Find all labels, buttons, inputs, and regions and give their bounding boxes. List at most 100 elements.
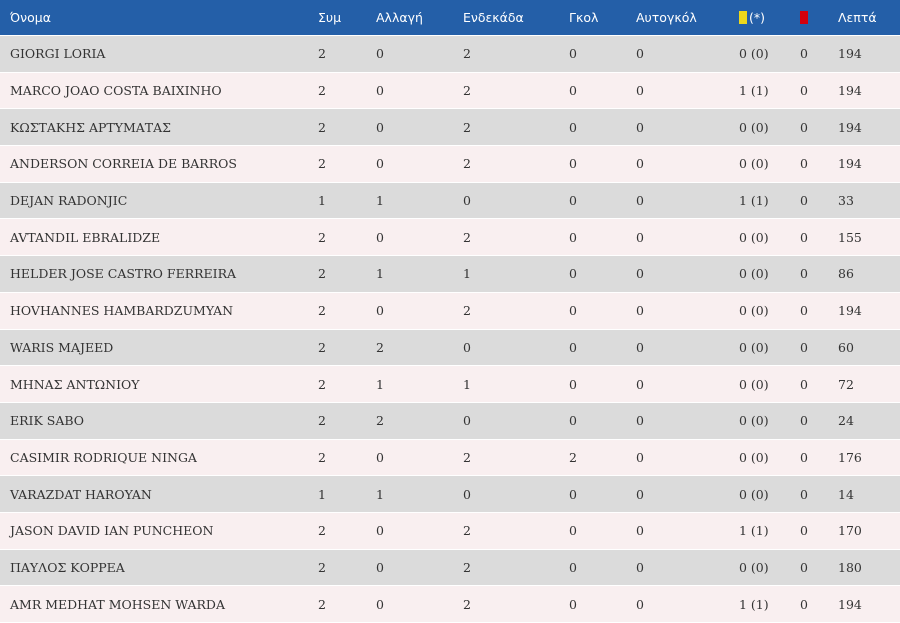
starting-eleven-cell: 2 bbox=[463, 449, 471, 465]
starting-eleven-cell: 2 bbox=[463, 523, 471, 539]
minutes-cell: 194 bbox=[838, 119, 862, 135]
goals-cell: 2 bbox=[569, 449, 577, 465]
col-header-goals[interactable]: Γκολ bbox=[569, 10, 599, 25]
yellow-cards-cell: 0 (0) bbox=[739, 229, 769, 245]
substitute-cell: 1 bbox=[376, 193, 384, 209]
goals-cell: 0 bbox=[569, 339, 577, 355]
player-name-cell: JASON DAVID IAN PUNCHEON bbox=[10, 523, 214, 539]
col-header-own-goals[interactable]: Αυτογκόλ bbox=[636, 10, 697, 25]
red-cards-cell: 0 bbox=[800, 559, 808, 575]
player-name-cell: MARCO JOAO COSTA BAIXINHO bbox=[10, 83, 222, 99]
appearances-cell: 2 bbox=[318, 449, 326, 465]
goals-cell: 0 bbox=[569, 266, 577, 282]
substitute-cell: 0 bbox=[376, 596, 384, 612]
player-name-cell: HELDER JOSE CASTRO FERREIRA bbox=[10, 266, 237, 282]
yellow-cards-cell: 0 (0) bbox=[739, 119, 769, 135]
substitute-cell: 0 bbox=[376, 229, 384, 245]
yellow-cards-cell: 0 (0) bbox=[739, 46, 769, 62]
own-goals-cell: 0 bbox=[636, 83, 644, 99]
table-row: DEJAN RADONJIC 1 1 0 0 0 1 (1) 0 33 bbox=[0, 182, 900, 220]
minutes-cell: 180 bbox=[838, 559, 862, 575]
col-header-name[interactable]: Όνομα bbox=[10, 10, 51, 25]
yellow-cards-suffix: (*) bbox=[749, 10, 766, 25]
appearances-cell: 2 bbox=[318, 119, 326, 135]
player-name-cell: DEJAN RADONJIC bbox=[10, 193, 128, 209]
red-cards-cell: 0 bbox=[800, 339, 808, 355]
col-header-appearances[interactable]: Συμ bbox=[318, 10, 342, 25]
starting-eleven-cell: 2 bbox=[463, 119, 471, 135]
table-row: WARIS MAJEED 2 2 0 0 0 0 (0) 0 60 bbox=[0, 329, 900, 367]
yellow-cards-cell: 1 (1) bbox=[739, 523, 769, 539]
table-row: HELDER JOSE CASTRO FERREIRA 2 1 1 0 0 0 (0) 0 86 bbox=[0, 256, 900, 293]
substitute-cell: 2 bbox=[376, 413, 384, 429]
col-header-red-cards[interactable] bbox=[800, 0, 808, 35]
goals-cell: 0 bbox=[569, 596, 577, 612]
own-goals-cell: 0 bbox=[636, 193, 644, 209]
substitute-cell: 0 bbox=[376, 119, 384, 135]
table-row: AVTANDIL EBRALIDZE 2 0 2 0 0 0 (0) 0 155 bbox=[0, 219, 900, 257]
player-name-cell: AMR MEDHAT MOHSEN WARDA bbox=[10, 596, 225, 612]
own-goals-cell: 0 bbox=[636, 523, 644, 539]
own-goals-cell: 0 bbox=[636, 46, 644, 62]
minutes-cell: 72 bbox=[838, 376, 854, 392]
own-goals-cell: 0 bbox=[636, 303, 644, 319]
red-cards-cell: 0 bbox=[800, 83, 808, 99]
starting-eleven-cell: 1 bbox=[463, 266, 471, 282]
yellow-cards-cell: 0 (0) bbox=[739, 449, 769, 465]
table-row: ERIK SABO 2 2 0 0 0 0 (0) 0 24 bbox=[0, 402, 900, 440]
appearances-cell: 1 bbox=[318, 486, 326, 502]
starting-eleven-cell: 2 bbox=[463, 559, 471, 575]
starting-eleven-cell: 2 bbox=[463, 83, 471, 99]
appearances-cell: 2 bbox=[318, 83, 326, 99]
table-row: HOVHANNES HAMBARDZUMYAN 2 0 2 0 0 0 (0) 0 194 bbox=[0, 292, 900, 330]
substitute-cell: 2 bbox=[376, 339, 384, 355]
table-header: Όνομα Συμ Αλλαγή Ενδεκάδα Γκολ Αυτογκόλ … bbox=[0, 0, 900, 36]
player-name-cell: ΠΑΥΛΟΣ ΚΟΡΡΕΑ bbox=[10, 559, 125, 575]
minutes-cell: 176 bbox=[838, 449, 862, 465]
own-goals-cell: 0 bbox=[636, 266, 644, 282]
col-header-minutes[interactable]: Λεπτά bbox=[838, 10, 877, 25]
player-name-cell: VARAZDAT HAROYAN bbox=[10, 486, 152, 502]
red-cards-cell: 0 bbox=[800, 156, 808, 172]
table-row: ΜΗΝΑΣ ΑΝΤΩΝΙΟΥ 2 1 1 0 0 0 (0) 0 72 bbox=[0, 366, 900, 403]
starting-eleven-cell: 0 bbox=[463, 193, 471, 209]
appearances-cell: 2 bbox=[318, 339, 326, 355]
col-header-yellow-cards[interactable]: (*) bbox=[739, 0, 765, 35]
goals-cell: 0 bbox=[569, 83, 577, 99]
starting-eleven-cell: 2 bbox=[463, 46, 471, 62]
minutes-cell: 24 bbox=[838, 413, 854, 429]
player-name-cell: CASIMIR RODRIQUE NINGA bbox=[10, 449, 197, 465]
red-cards-cell: 0 bbox=[800, 119, 808, 135]
minutes-cell: 86 bbox=[838, 266, 854, 282]
minutes-cell: 33 bbox=[838, 193, 854, 209]
substitute-cell: 0 bbox=[376, 523, 384, 539]
red-card-icon bbox=[800, 11, 808, 24]
own-goals-cell: 0 bbox=[636, 596, 644, 612]
player-name-cell: ANDERSON CORREIA DE BARROS bbox=[10, 156, 237, 172]
substitute-cell: 0 bbox=[376, 46, 384, 62]
goals-cell: 0 bbox=[569, 156, 577, 172]
own-goals-cell: 0 bbox=[636, 376, 644, 392]
yellow-cards-cell: 1 (1) bbox=[739, 83, 769, 99]
starting-eleven-cell: 2 bbox=[463, 596, 471, 612]
goals-cell: 0 bbox=[569, 119, 577, 135]
goals-cell: 0 bbox=[569, 523, 577, 539]
substitute-cell: 0 bbox=[376, 303, 384, 319]
yellow-cards-cell: 1 (1) bbox=[739, 596, 769, 612]
red-cards-cell: 0 bbox=[800, 486, 808, 502]
col-header-starting-eleven[interactable]: Ενδεκάδα bbox=[463, 10, 524, 25]
own-goals-cell: 0 bbox=[636, 413, 644, 429]
player-name-cell: HOVHANNES HAMBARDZUMYAN bbox=[10, 303, 234, 319]
own-goals-cell: 0 bbox=[636, 559, 644, 575]
goals-cell: 0 bbox=[569, 376, 577, 392]
table-row: ΚΩΣΤΑΚΗΣ ΑΡΤΥΜΑΤΑΣ 2 0 2 0 0 0 (0) 0 194 bbox=[0, 109, 900, 147]
minutes-cell: 194 bbox=[838, 83, 862, 99]
col-header-substitute[interactable]: Αλλαγή bbox=[376, 10, 423, 25]
minutes-cell: 194 bbox=[838, 596, 862, 612]
starting-eleven-cell: 0 bbox=[463, 413, 471, 429]
minutes-cell: 60 bbox=[838, 339, 854, 355]
goals-cell: 0 bbox=[569, 303, 577, 319]
appearances-cell: 2 bbox=[318, 376, 326, 392]
table-row: CASIMIR RODRIQUE NINGA 2 0 2 2 0 0 (0) 0 176 bbox=[0, 439, 900, 477]
starting-eleven-cell: 1 bbox=[463, 376, 471, 392]
